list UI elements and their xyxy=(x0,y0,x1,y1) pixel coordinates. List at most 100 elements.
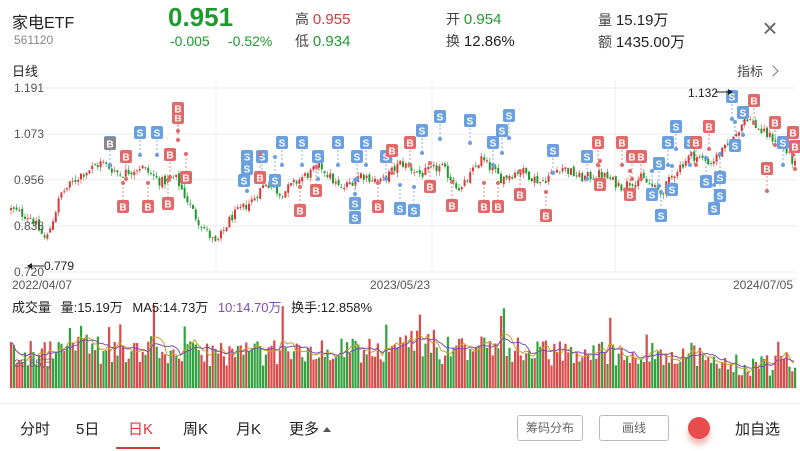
tab-daily-k[interactable]: 日K xyxy=(128,421,154,438)
volume-bar xyxy=(544,340,547,388)
candle-body xyxy=(24,216,26,219)
volume-bar xyxy=(533,358,536,388)
volume-value: 15.19万 xyxy=(615,12,669,29)
sell-signal-badge xyxy=(332,136,344,149)
volume-bar xyxy=(718,368,721,388)
tab-monthly-k[interactable]: 月K xyxy=(236,421,262,438)
volume-bar xyxy=(488,341,491,388)
candle-body xyxy=(508,176,511,180)
draw-line-button[interactable]: 画线 xyxy=(599,415,669,441)
signal-label: S xyxy=(550,147,557,158)
signal-label: B xyxy=(763,165,770,176)
signal-label: B xyxy=(791,143,798,154)
volume-bar xyxy=(536,341,539,388)
candle-body xyxy=(116,170,119,173)
volume-bar xyxy=(556,352,559,388)
signal-label: S xyxy=(711,205,718,216)
signal-dot xyxy=(657,184,661,188)
tab-more-label: 更多 xyxy=(289,421,320,438)
candle-body xyxy=(74,179,77,182)
candle-body xyxy=(172,177,175,179)
tab-intraday[interactable]: 分时 xyxy=(20,421,51,438)
volume-bar xyxy=(578,361,581,388)
volume-bar xyxy=(446,336,449,388)
signal-dot xyxy=(408,163,412,167)
volume-bar xyxy=(77,336,80,388)
volume-bar xyxy=(144,354,147,388)
volume-bar xyxy=(29,341,32,388)
volume-ma10: 10:14.70万 xyxy=(217,300,282,315)
volume-bar xyxy=(665,354,668,388)
candle-body xyxy=(329,173,332,179)
signal-label: S xyxy=(673,123,680,134)
candle-body xyxy=(337,180,340,186)
color-dot-icon[interactable] xyxy=(688,417,710,439)
volume-bar xyxy=(441,363,444,388)
candle-body xyxy=(292,179,295,182)
candle-body xyxy=(18,209,21,211)
volume-bar xyxy=(449,356,452,388)
tab-weekly-k[interactable]: 周K xyxy=(183,421,209,438)
signal-dot xyxy=(712,183,716,187)
candle-body xyxy=(119,174,122,176)
signal-label: S xyxy=(352,214,359,225)
candle-body xyxy=(71,181,74,182)
tab-more[interactable]: 更多 xyxy=(289,418,332,439)
volume-bar xyxy=(12,344,15,388)
close-icon[interactable]: × xyxy=(762,13,778,43)
buy-signal-badge xyxy=(769,116,781,129)
volume-bar xyxy=(318,357,321,388)
sell-signal-badge xyxy=(496,124,508,137)
signal-label: B xyxy=(166,151,173,162)
candle-body xyxy=(460,186,463,190)
candle-body xyxy=(278,193,281,196)
indicator-button[interactable]: 指标 xyxy=(737,61,779,80)
signal-dot xyxy=(733,120,737,124)
sell-signal-badge xyxy=(296,136,308,149)
volume-bar xyxy=(273,340,276,388)
volume-bar xyxy=(466,359,469,388)
volume-bar xyxy=(684,357,687,388)
volume-bar xyxy=(200,354,203,388)
volume-bar xyxy=(214,348,217,388)
signal-label: S xyxy=(729,93,736,104)
candle-body xyxy=(284,191,287,198)
candle-body xyxy=(290,183,292,186)
candle-body xyxy=(57,198,60,213)
candle-body xyxy=(262,185,264,188)
sell-signal-badge xyxy=(666,183,678,196)
kline-chart[interactable]: SBSSBBBBBBBSSSSSSSSSSBBSSSSSSSBSBBSSBSSB… xyxy=(0,0,800,400)
buy-signal-badge xyxy=(386,144,398,157)
add-watchlist-button[interactable]: 加自选 xyxy=(735,421,781,438)
chip-distribution-button[interactable]: 筹码分布 xyxy=(517,415,583,441)
candle-body xyxy=(26,218,29,220)
candle-body xyxy=(752,120,754,122)
candle-body xyxy=(472,167,474,172)
tab-5day[interactable]: 5日 xyxy=(76,421,100,438)
signal-label: B xyxy=(164,200,171,211)
volume-bar xyxy=(66,345,69,388)
high-stat: 高 0.955 xyxy=(295,9,350,29)
buy-signal-badge xyxy=(789,140,800,153)
volume-bar xyxy=(326,349,329,388)
volume-bar xyxy=(360,362,363,388)
candle-body xyxy=(746,119,749,122)
candle-body xyxy=(640,173,642,179)
min-annotation: 0.779 xyxy=(44,259,74,273)
candle-body xyxy=(718,155,721,157)
volume-bar xyxy=(186,344,189,388)
candle-body xyxy=(726,143,729,145)
candle-body xyxy=(679,164,682,173)
volume-bar xyxy=(329,360,332,388)
volume-bar xyxy=(609,317,612,388)
annotations: 1.132 0.779 xyxy=(27,86,733,273)
signal-dot xyxy=(242,155,246,159)
volume-bar xyxy=(365,354,368,388)
candle-body xyxy=(410,167,413,171)
volume-bar xyxy=(348,353,351,388)
volume-bar xyxy=(46,365,49,388)
candle-body xyxy=(497,168,500,174)
volume-bar xyxy=(620,347,623,388)
candle-body xyxy=(687,155,690,163)
active-tab-indicator xyxy=(116,447,160,449)
